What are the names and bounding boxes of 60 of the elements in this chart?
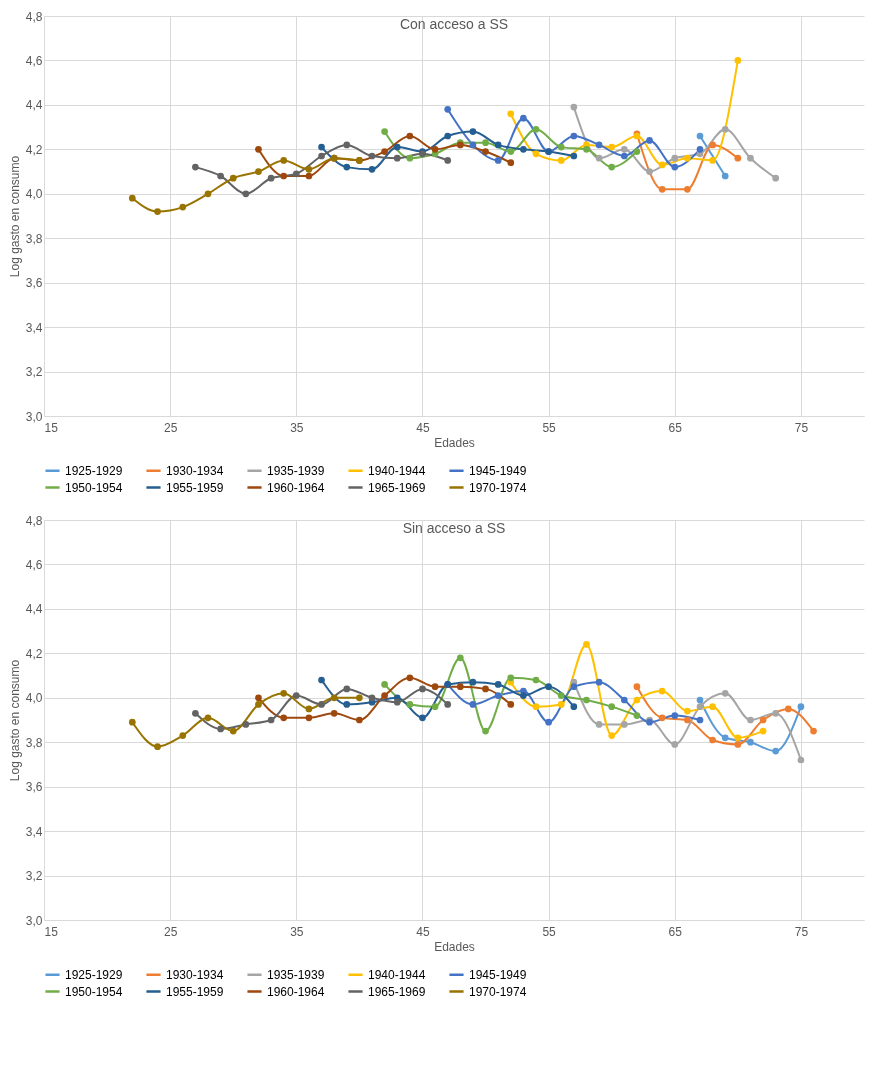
legend-label: 1930-1934 bbox=[166, 967, 224, 982]
y-tick-label: 3,0 bbox=[25, 913, 43, 928]
y-tick-label: 3,4 bbox=[25, 824, 43, 839]
legend-label: 1955-1959 bbox=[166, 984, 224, 999]
y-tick-label: 4,0 bbox=[25, 691, 43, 706]
y-tick-label: 3,8 bbox=[25, 231, 43, 246]
chart-title: Con acceso a SS bbox=[399, 16, 509, 32]
legend-label: 1930-1934 bbox=[166, 463, 224, 478]
x-tick-label: 65 bbox=[668, 924, 683, 939]
y-tick-label: 3,8 bbox=[25, 735, 43, 750]
x-axis-title: Edades bbox=[434, 435, 475, 450]
legend-label: 1955-1959 bbox=[166, 480, 224, 495]
y-tick-label: 3,2 bbox=[25, 869, 43, 884]
legend-label: 1940-1944 bbox=[368, 967, 426, 982]
y-axis-title: Log gasto en consumo bbox=[7, 155, 22, 278]
x-tick-label: 75 bbox=[794, 420, 809, 435]
y-tick-label: 4,2 bbox=[25, 646, 43, 661]
legend-label: 1950-1954 bbox=[65, 480, 123, 495]
y-tick-label: 4,6 bbox=[25, 53, 43, 68]
y-tick-label: 3,0 bbox=[25, 409, 43, 424]
legend-label: 1940-1944 bbox=[368, 463, 426, 478]
x-tick-label: 45 bbox=[416, 924, 430, 939]
y-tick-label: 3,4 bbox=[25, 320, 43, 335]
legend-label: 1925-1929 bbox=[65, 463, 123, 478]
legend-label: 1935-1939 bbox=[267, 463, 325, 478]
chart-title: Sin acceso a SS bbox=[402, 520, 506, 536]
legend-label: 1950-1954 bbox=[65, 984, 123, 999]
y-tick-label: 4,0 bbox=[25, 187, 43, 202]
y-axis-title: Log gasto en consumo bbox=[7, 659, 22, 782]
legend-label: 1960-1964 bbox=[267, 984, 325, 999]
x-tick-label: 15 bbox=[44, 924, 59, 939]
legend-label: 1960-1964 bbox=[267, 480, 325, 495]
x-tick-label: 15 bbox=[44, 420, 59, 435]
x-tick-label: 35 bbox=[290, 420, 304, 435]
legend-label: 1970-1974 bbox=[469, 480, 527, 495]
x-tick-label: 45 bbox=[416, 420, 430, 435]
legend-label: 1935-1939 bbox=[267, 967, 325, 982]
legend-label: 1965-1969 bbox=[368, 984, 426, 999]
x-tick-label: 75 bbox=[794, 924, 809, 939]
legend-label: 1925-1929 bbox=[65, 967, 123, 982]
x-tick-label: 25 bbox=[163, 420, 178, 435]
x-tick-label: 25 bbox=[163, 924, 178, 939]
legend-label: 1945-1949 bbox=[469, 967, 527, 982]
legend-label: 1970-1974 bbox=[469, 984, 527, 999]
x-tick-label: 65 bbox=[668, 420, 683, 435]
y-tick-label: 3,6 bbox=[25, 780, 43, 795]
y-tick-label: 4,6 bbox=[25, 557, 43, 572]
y-tick-label: 3,6 bbox=[25, 276, 43, 291]
y-tick-label: 4,4 bbox=[25, 602, 43, 617]
legend-label: 1945-1949 bbox=[469, 463, 527, 478]
y-tick-label: 4,2 bbox=[25, 142, 43, 157]
legend-label: 1965-1969 bbox=[368, 480, 426, 495]
y-tick-label: 4,4 bbox=[25, 98, 43, 113]
x-tick-label: 35 bbox=[290, 924, 304, 939]
x-axis-title: Edades bbox=[434, 939, 475, 954]
y-tick-label: 4,8 bbox=[25, 513, 43, 528]
x-tick-label: 55 bbox=[542, 420, 557, 435]
y-tick-label: 3,2 bbox=[25, 365, 43, 380]
x-tick-label: 55 bbox=[542, 924, 557, 939]
y-tick-label: 4,8 bbox=[25, 9, 43, 24]
